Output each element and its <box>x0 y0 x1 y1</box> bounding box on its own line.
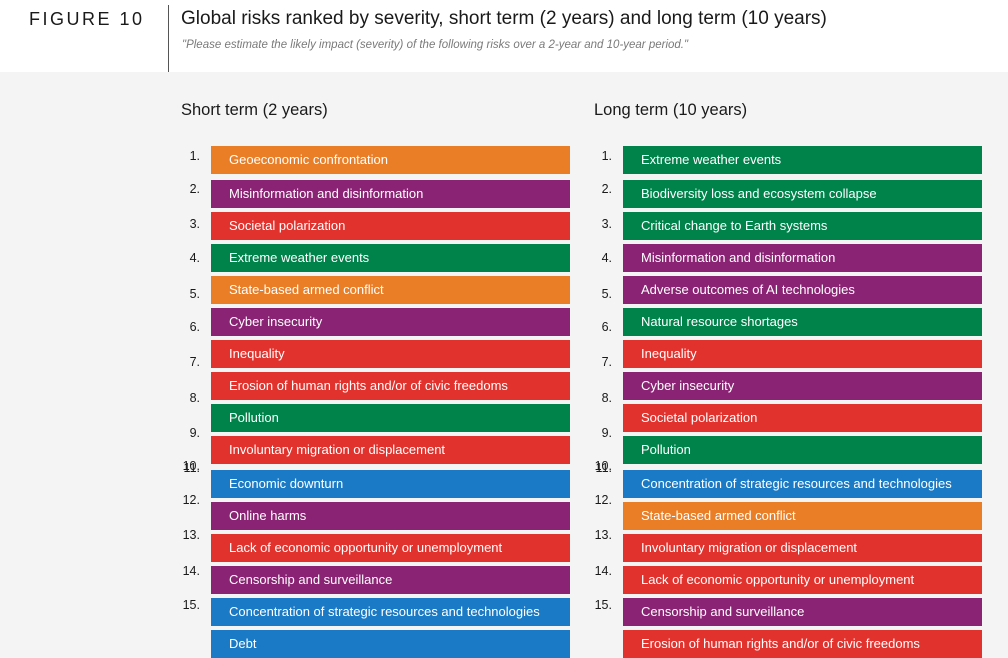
short-term-heading: Short term (2 years) <box>181 101 328 119</box>
long-term-rank-number: 2. <box>601 182 612 196</box>
short-term-risk-bar: Lack of economic opportunity or unemploy… <box>211 534 570 562</box>
short-term-risk-bar: State-based armed conflict <box>211 276 570 304</box>
long-term-rank-number: 15. <box>594 598 612 612</box>
long-term-rank-number: 3. <box>601 217 612 231</box>
long-term-risk-bar: Adverse outcomes of AI technologies <box>623 276 982 304</box>
short-term-risk-bar: Misinformation and disinformation <box>211 180 570 208</box>
long-term-rank-number: 4. <box>601 251 612 265</box>
short-term-rank-number: 9. <box>189 426 200 440</box>
short-term-rank-number: 3. <box>189 217 200 231</box>
long-term-rank-number: 7. <box>601 355 612 369</box>
long-term-rank-number: 1. <box>601 149 612 163</box>
short-term-rank-number: 2. <box>189 182 200 196</box>
long-term-rank-number: 10. <box>594 459 612 473</box>
long-term-risk-bar: State-based armed conflict <box>623 502 982 530</box>
long-term-risk-bar: Pollution <box>623 436 982 464</box>
long-term-rank-number: 11. <box>595 461 612 475</box>
header-divider <box>168 5 169 72</box>
short-term-risk-bar: Erosion of human rights and/or of civic … <box>211 372 570 400</box>
short-term-rank-number: 13. <box>182 528 200 542</box>
long-term-risk-bar: Lack of economic opportunity or unemploy… <box>623 566 982 594</box>
long-term-rank-number: 14. <box>594 564 612 578</box>
figure-header: FIGURE 10 Global risks ranked by severit… <box>0 0 1008 72</box>
short-term-rank-number: 8. <box>189 391 200 405</box>
long-term-risk-bar: Biodiversity loss and ecosystem collapse <box>623 180 982 208</box>
short-term-risk-bar: Economic downturn <box>211 470 570 498</box>
long-term-risk-bar: Natural resource shortages <box>623 308 982 336</box>
long-term-rank-number: 6. <box>601 320 612 334</box>
short-term-risk-bar: Extreme weather events <box>211 244 570 272</box>
long-term-rank-number: 5. <box>601 287 612 301</box>
long-term-risk-bar: Concentration of strategic resources and… <box>623 470 982 498</box>
long-term-rank-number: 12. <box>594 493 612 507</box>
long-term-risk-bar: Inequality <box>623 340 982 368</box>
figure-subtitle: "Please estimate the likely impact (seve… <box>182 39 689 51</box>
long-term-risk-bar: Involuntary migration or displacement <box>623 534 982 562</box>
short-term-risk-bar: Cyber insecurity <box>211 308 570 336</box>
short-term-risk-bar: Online harms <box>211 502 570 530</box>
short-term-rank-number: 11. <box>183 461 200 475</box>
long-term-risk-bar: Societal polarization <box>623 404 982 432</box>
long-term-heading: Long term (10 years) <box>594 101 748 119</box>
long-term-risk-bar: Critical change to Earth systems <box>623 212 982 240</box>
long-term-rank-number: 8. <box>601 391 612 405</box>
short-term-risk-bar: Inequality <box>211 340 570 368</box>
short-term-risk-bar: Pollution <box>211 404 570 432</box>
short-term-rank-number: 10. <box>182 459 200 473</box>
short-term-rank-number: 1. <box>189 149 200 163</box>
short-term-rank-number: 14. <box>182 564 200 578</box>
short-term-rank-number: 15. <box>182 598 200 612</box>
short-term-risk-bar: Concentration of strategic resources and… <box>211 598 570 626</box>
long-term-risk-bar: Extreme weather events <box>623 146 982 174</box>
long-term-risk-bar: Erosion of human rights and/or of civic … <box>623 630 982 658</box>
long-term-risk-bar: Misinformation and disinformation <box>623 244 982 272</box>
short-term-risk-bar: Involuntary migration or displacement <box>211 436 570 464</box>
short-term-rank-number: 5. <box>189 287 200 301</box>
short-term-risk-bar: Societal polarization <box>211 212 570 240</box>
short-term-rank-number: 4. <box>189 251 200 265</box>
short-term-rank-number: 12. <box>182 493 200 507</box>
long-term-risk-bar: Censorship and surveillance <box>623 598 982 626</box>
short-term-risk-bar: Censorship and surveillance <box>211 566 570 594</box>
short-term-rank-number: 7. <box>189 355 200 369</box>
figure-label: FIGURE 10 <box>29 9 145 29</box>
short-term-risk-bar: Geoeconomic confrontation <box>211 146 570 174</box>
long-term-risk-bar: Cyber insecurity <box>623 372 982 400</box>
figure-title: Global risks ranked by severity, short t… <box>181 8 827 29</box>
short-term-risk-bar: Debt <box>211 630 570 658</box>
long-term-rank-number: 13. <box>594 528 612 542</box>
short-term-rank-number: 6. <box>189 320 200 334</box>
long-term-rank-number: 9. <box>601 426 612 440</box>
